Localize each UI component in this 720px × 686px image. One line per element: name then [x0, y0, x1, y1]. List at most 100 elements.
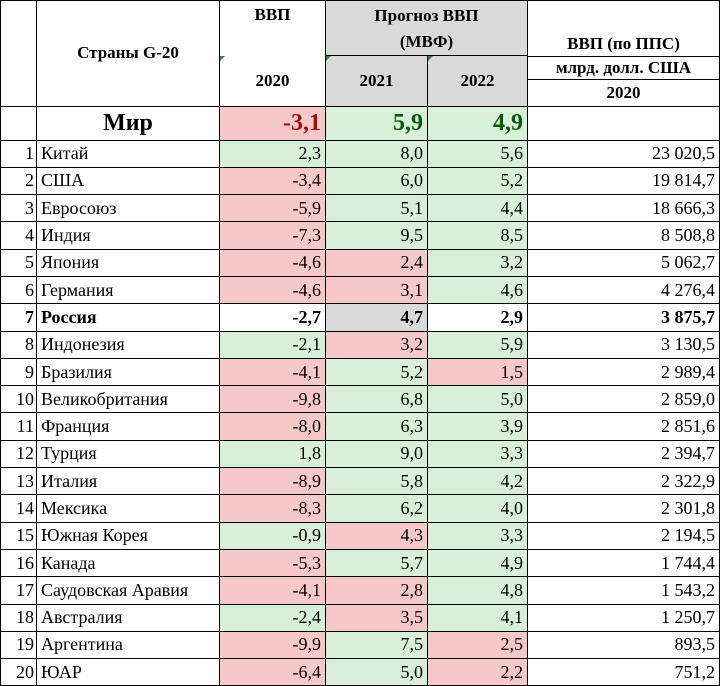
forecast-2022: 4,2 [427, 467, 528, 496]
ppp-gdp: 3 875,7 [527, 303, 720, 332]
row-index: 4 [0, 221, 37, 250]
gdp-2020: -7,3 [219, 221, 326, 250]
ppp-gdp: 5 062,7 [527, 248, 720, 277]
ppp-gdp: 23 020,5 [527, 139, 720, 168]
world-forecast-2022: 4,9 [427, 105, 528, 141]
country-name: Южная Корея [36, 521, 220, 550]
country-name: США [36, 166, 220, 196]
forecast-2021: 2,4 [325, 248, 428, 277]
gdp-2020: -2,4 [219, 603, 326, 632]
forecast-2021: 6,2 [325, 494, 428, 523]
gdp-2020: -2,7 [219, 303, 326, 332]
ppp-gdp: 2 322,9 [527, 467, 720, 496]
forecast-header: Прогноз ВВП (МВФ) [325, 0, 528, 56]
row-index: 19 [0, 630, 37, 660]
forecast-2021: 4,3 [325, 521, 428, 550]
row-index: 15 [0, 521, 37, 550]
row-index: 16 [0, 548, 37, 578]
row-index: 2 [0, 166, 37, 196]
gdp-2020: -0,9 [219, 521, 326, 550]
ppp-gdp: 4 276,4 [527, 275, 720, 305]
country-name: Германия [36, 275, 220, 305]
forecast-2022: 4,9 [427, 548, 528, 578]
row-index: 8 [0, 330, 37, 359]
row-index: 10 [0, 385, 37, 414]
table-row: 1 Китай 2,3 8,0 5,6 23 020,5 [0, 139, 720, 168]
country-name: ЮАР [36, 658, 220, 686]
forecast-2022: 5,0 [427, 385, 528, 414]
forecast-2022: 4,0 [427, 494, 528, 523]
gdp-2020: -8,9 [219, 467, 326, 496]
country-name: Индонезия [36, 330, 220, 359]
forecast-2021: 9,0 [325, 439, 428, 469]
forecast-2022: 2,9 [427, 303, 528, 332]
gdp-2020: -4,1 [219, 576, 326, 605]
ppp-gdp: 893,5 [527, 630, 720, 660]
table-row: 7 Россия -2,7 4,7 2,9 3 875,7 [0, 303, 720, 332]
forecast-2022: 4,6 [427, 275, 528, 305]
country-name: Япония [36, 248, 220, 277]
row-index: 7 [0, 303, 37, 332]
ppp-gdp: 18 666,3 [527, 194, 720, 223]
gdp-2020: -8,0 [219, 412, 326, 441]
gdp-2020: -2,1 [219, 330, 326, 359]
country-name: Евросоюз [36, 194, 220, 223]
gdp-2020: -4,6 [219, 275, 326, 305]
table-row: 6 Германия -4,6 3,1 4,6 4 276,4 [0, 275, 720, 305]
forecast-year2-header: 2022 [427, 55, 528, 107]
row-index: 14 [0, 494, 37, 523]
forecast-2021: 6,3 [325, 412, 428, 441]
gdp-2020: -9,8 [219, 385, 326, 414]
table-row: 19 Аргентина -9,9 7,5 2,5 893,5 [0, 630, 720, 660]
gdp-2020: -4,1 [219, 357, 326, 387]
ppp-sub-header: млрд. долл. США 2020 [527, 55, 720, 107]
world-row: Мир -3,1 5,9 4,9 [0, 105, 720, 141]
gdp-2020: 1,8 [219, 439, 326, 469]
ppp-gdp: 2 859,0 [527, 385, 720, 414]
ppp-gdp: 8 508,8 [527, 221, 720, 250]
forecast-year1-header: 2021 [325, 55, 428, 107]
country-name: Россия [36, 303, 220, 332]
forecast-2021: 5,7 [325, 548, 428, 578]
forecast-2022: 4,4 [427, 194, 528, 223]
ppp-gdp: 19 814,7 [527, 166, 720, 196]
forecast-2022: 2,5 [427, 630, 528, 660]
ppp-gdp: 1 543,2 [527, 576, 720, 605]
table-row: 18 Австралия -2,4 3,5 4,1 1 250,7 [0, 603, 720, 632]
world-label: Мир [36, 105, 220, 141]
country-name: Турция [36, 439, 220, 469]
forecast-2021: 5,2 [325, 357, 428, 387]
row-index: 3 [0, 194, 37, 223]
world-ppp [527, 105, 720, 141]
country-name: Великобритания [36, 385, 220, 414]
table-row: 11 Франция -8,0 6,3 3,9 2 851,6 [0, 412, 720, 441]
ppp-unit: млрд. долл. США [528, 55, 719, 80]
gdp-2020: -3,4 [219, 166, 326, 196]
ppp-gdp: 2 394,7 [527, 439, 720, 469]
gdp-2020: -8,3 [219, 494, 326, 523]
forecast-2021: 5,8 [325, 467, 428, 496]
forecast-source: (МВФ) [399, 32, 454, 51]
forecast-2022: 3,9 [427, 412, 528, 441]
ppp-gdp: 2 851,6 [527, 412, 720, 441]
gdp-2020: -9,9 [219, 630, 326, 660]
forecast-2021: 4,7 [325, 303, 428, 332]
country-name: Италия [36, 467, 220, 496]
table-row: 13 Италия -8,9 5,8 4,2 2 322,9 [0, 467, 720, 496]
table-row: 17 Саудовская Аравия -4,1 2,8 4,8 1 543,2 [0, 576, 720, 605]
forecast-2021: 6,8 [325, 385, 428, 414]
table-row: 12 Турция 1,8 9,0 3,3 2 394,7 [0, 439, 720, 469]
forecast-2021: 5,0 [325, 658, 428, 686]
row-index: 12 [0, 439, 37, 469]
forecast-2022: 8,5 [427, 221, 528, 250]
forecast-2022: 4,8 [427, 576, 528, 605]
forecast-2022: 5,9 [427, 330, 528, 359]
country-name: Саудовская Аравия [36, 576, 220, 605]
world-gdp2020: -3,1 [219, 105, 326, 141]
forecast-2022: 5,2 [427, 166, 528, 196]
forecast-2022: 3,3 [427, 439, 528, 469]
world-forecast-2021: 5,9 [325, 105, 428, 141]
forecast-2022: 3,2 [427, 248, 528, 277]
table-row: 5 Япония -4,6 2,4 3,2 5 062,7 [0, 248, 720, 277]
table-row: 16 Канада -5,3 5,7 4,9 1 744,4 [0, 548, 720, 578]
